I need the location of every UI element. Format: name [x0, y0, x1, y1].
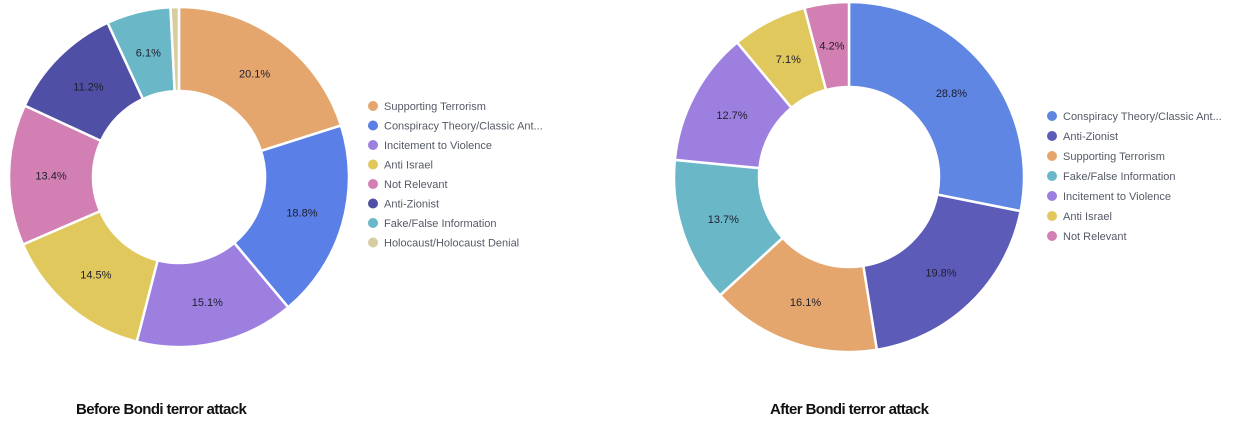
- data-label-incitement-to-violence: 15.1%: [192, 297, 223, 309]
- data-label-anti-israel: 14.5%: [80, 269, 111, 281]
- legend-item-anti-israel[interactable]: Anti Israel: [368, 159, 433, 172]
- legend-swatch-anti-israel: [1047, 211, 1057, 221]
- legend-swatch-conspiracy-theory-classic-ant: [1047, 111, 1057, 121]
- legend-label-holocaust-holocaust-denial: Holocaust/Holocaust Denial: [384, 238, 519, 250]
- legend-swatch-fake-false-information: [1047, 171, 1057, 181]
- data-label-conspiracy-theory-classic-ant: 28.8%: [936, 88, 967, 100]
- legend-swatch-supporting-terrorism: [368, 101, 378, 111]
- legend-item-conspiracy-theory-classic-ant[interactable]: Conspiracy Theory/Classic Ant...: [1047, 111, 1222, 123]
- legend-item-conspiracy-theory-classic-ant[interactable]: Conspiracy Theory/Classic Ant...: [368, 120, 543, 133]
- donut-chart-after: 28.8% 19.8% 16.1% 13.7% 12.7% 7.1% 4.2%: [672, 0, 1026, 354]
- legend-after: Conspiracy Theory/Classic Ant... Anti-Zio…: [1047, 111, 1222, 243]
- legend-item-anti-zionist[interactable]: Anti-Zionist: [1047, 131, 1118, 143]
- donut-chart-before: 20.1% 18.8% 15.1% 14.5% 13.4% 11.2% 6.1%: [7, 5, 351, 349]
- data-label-anti-zionist: 19.8%: [925, 267, 956, 279]
- data-label-anti-israel: 7.1%: [776, 54, 801, 66]
- data-label-supporting-terrorism: 20.1%: [239, 69, 270, 81]
- slice-not-relevant[interactable]: [802, 0, 851, 92]
- legend-item-anti-israel[interactable]: Anti Israel: [1047, 211, 1112, 223]
- legend-swatch-not-relevant: [1047, 231, 1057, 241]
- data-label-not-relevant: 4.2%: [819, 41, 844, 53]
- legend-swatch-conspiracy-theory-classic-ant: [368, 120, 378, 131]
- legend-swatch-fake-false-information: [368, 218, 378, 228]
- slice-holocaust-holocaust-denial[interactable]: [169, 5, 181, 93]
- legend-item-supporting-terrorism[interactable]: Supporting Terrorism: [368, 101, 486, 113]
- legend-item-fake-false-information[interactable]: Fake/False Information: [368, 218, 497, 230]
- legend-label-incitement-to-violence: Incitement to Violence: [1063, 191, 1171, 203]
- legend-label-anti-zionist: Anti-Zionist: [1063, 131, 1118, 143]
- legend-label-anti-israel: Anti Israel: [1063, 211, 1112, 223]
- slice-anti-zionist[interactable]: [861, 193, 1023, 352]
- data-label-not-relevant: 13.4%: [35, 170, 66, 182]
- legend-label-conspiracy-theory-classic-ant: Conspiracy Theory/Classic Ant...: [384, 121, 543, 133]
- legend-label-anti-zionist: Anti-Zionist: [384, 199, 439, 211]
- legend-swatch-anti-zionist: [1047, 131, 1057, 141]
- legend-label-incitement-to-violence: Incitement to Violence: [384, 140, 492, 152]
- legend-label-conspiracy-theory-classic-ant: Conspiracy Theory/Classic Ant...: [1063, 111, 1222, 123]
- legend-swatch-supporting-terrorism: [1047, 151, 1057, 161]
- data-label-fake-false-information: 13.7%: [708, 214, 739, 226]
- legend-swatch-holocaust-holocaust-denial: [368, 237, 378, 248]
- legend-swatch-not-relevant: [368, 179, 378, 189]
- legend-label-supporting-terrorism: Supporting Terrorism: [1063, 151, 1165, 163]
- legend-label-fake-false-information: Fake/False Information: [1063, 171, 1176, 183]
- legend-item-not-relevant[interactable]: Not Relevant: [368, 179, 448, 191]
- data-label-supporting-terrorism: 16.1%: [790, 297, 821, 309]
- legend-label-supporting-terrorism: Supporting Terrorism: [384, 101, 486, 113]
- legend-item-supporting-terrorism[interactable]: Supporting Terrorism: [1047, 151, 1165, 163]
- legend-item-holocaust-holocaust-denial[interactable]: Holocaust/Holocaust Denial: [368, 237, 519, 250]
- legend-swatch-anti-israel: [368, 159, 378, 170]
- legend-swatch-incitement-to-violence: [1047, 191, 1057, 201]
- legend-swatch-incitement-to-violence: [368, 140, 378, 150]
- legend-label-not-relevant: Not Relevant: [384, 179, 448, 191]
- slice-supporting-terrorism[interactable]: [177, 5, 343, 153]
- legend-label-fake-false-information: Fake/False Information: [384, 218, 497, 230]
- chart-title-before: Before Bondi terror attack: [76, 401, 247, 418]
- data-label-incitement-to-violence: 12.7%: [716, 110, 747, 122]
- data-label-anti-zionist: 11.2%: [73, 81, 104, 93]
- chart-title-after: After Bondi terror attack: [770, 401, 929, 418]
- data-label-fake-false-information: 6.1%: [136, 48, 161, 60]
- legend-before: Supporting Terrorism Conspiracy Theory/Cl…: [368, 101, 543, 250]
- slice-conspiracy-theory-classic-ant[interactable]: [847, 0, 1026, 213]
- legend-item-incitement-to-violence[interactable]: Incitement to Violence: [1047, 191, 1171, 203]
- legend-swatch-anti-zionist: [368, 198, 378, 209]
- legend-item-anti-zionist[interactable]: Anti-Zionist: [368, 198, 439, 211]
- legend-item-incitement-to-violence[interactable]: Incitement to Violence: [368, 140, 492, 152]
- legend-label-anti-israel: Anti Israel: [384, 160, 433, 172]
- legend-label-not-relevant: Not Relevant: [1063, 231, 1127, 243]
- data-label-conspiracy-theory-classic-ant: 18.8%: [286, 208, 317, 220]
- legend-item-fake-false-information[interactable]: Fake/False Information: [1047, 171, 1176, 183]
- slice-conspiracy-theory-classic-ant[interactable]: [232, 123, 351, 310]
- legend-item-not-relevant[interactable]: Not Relevant: [1047, 231, 1127, 243]
